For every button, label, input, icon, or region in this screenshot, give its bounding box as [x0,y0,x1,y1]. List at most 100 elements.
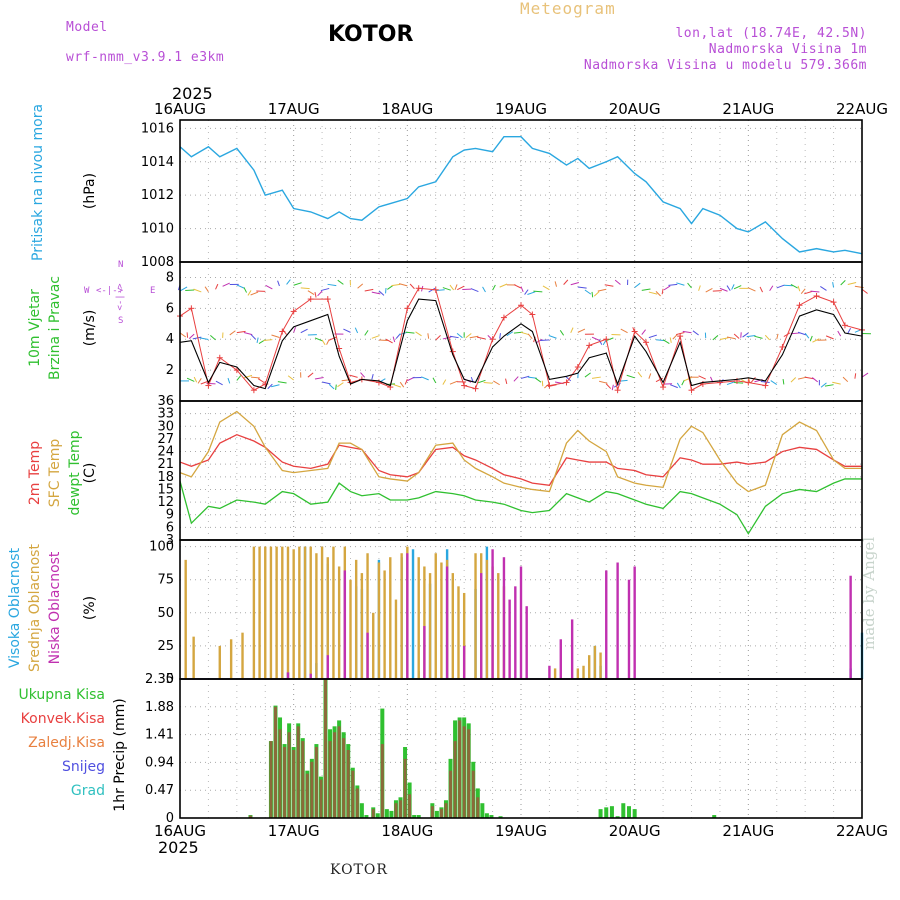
precip-bar [621,803,626,818]
wind-barb [506,331,514,337]
wind-barb [692,330,699,336]
precip-bar [458,720,462,818]
precip-legend-total: Ukupna Kisa [18,687,105,703]
wind-barb [492,284,496,291]
y-tick-label: 0 [166,811,174,826]
wind-barb [409,283,415,290]
cloud-bar [457,586,460,679]
precip-bar [453,741,457,818]
wind-barb [343,328,351,333]
wind-barb [824,384,834,387]
wind-barb [293,327,297,333]
wind-barb [371,335,380,339]
wind-barb [270,384,280,388]
precip-bar [301,741,305,818]
coords-label: lon,lat (18.74E, 42.5N) [675,26,867,41]
wind-barb [825,335,834,340]
model-altitude-label: Nadmorska Visina u modelu 579.366m [583,58,867,73]
cloud-bar [389,557,392,679]
cloud-bar [292,549,295,679]
wind-barb [371,291,381,295]
wind-barb [861,288,868,294]
cloud-bar [229,639,233,679]
cloud-bar [570,619,574,679]
wind-barb [469,335,479,339]
wind-barb [271,334,280,338]
cloud-bar [417,557,420,679]
wind-barb [527,291,536,295]
wind-barb [210,335,216,341]
cloud-bar [360,573,364,679]
wind-barb [520,331,530,336]
cloud-bar [627,579,631,679]
cloud-bar [286,546,290,679]
wind-barb [477,379,486,384]
cloud-bar [218,645,221,679]
wind-barb [731,284,735,290]
cloud-bar [309,546,312,679]
precip-bar [408,794,412,818]
wind-barb [648,291,658,295]
cloud-bar [192,636,195,679]
cloud-bar [502,557,506,679]
wind-barb [726,285,731,291]
wind-barb [378,339,388,342]
cloud-bar [326,557,329,679]
time-tick-label-bottom: 17AUG [268,822,320,840]
wind-barb [435,289,445,291]
precip-bar [471,770,475,818]
precip-bar [598,809,603,818]
wind-barb [769,285,774,292]
time-tick-label-bottom: 19AUG [495,822,547,840]
wind-barb [719,337,729,340]
cloud-bar [633,566,636,679]
precip-bar [632,809,637,818]
wind-barb [243,374,253,379]
cloud-bar [366,553,369,679]
year-bottom: 2025 [158,838,199,857]
precip-bar [394,803,398,818]
cloud-bar [406,553,409,679]
footer-city: KOTOR [330,862,388,878]
precip-bar [609,806,614,818]
y-tick-label: 4 [166,332,174,347]
wind-barb [655,291,661,297]
wind-barb [597,288,607,292]
cloud-bar [286,672,290,679]
wind-barb [250,334,256,340]
wind-barb [236,330,246,334]
wind-barb [698,375,706,380]
cloud-bar [440,562,443,679]
wind-barb [712,335,719,341]
cloud-bar [423,566,426,679]
wind-barb [790,377,797,383]
wind-barb [648,334,657,339]
wind-barb [797,285,801,292]
y-tick-label: 50 [157,606,174,621]
wind-barb [327,283,337,287]
precip-bar [444,803,448,818]
time-tick-label-bottom: 18AUG [381,822,433,840]
y-tick-label: 2 [166,363,174,378]
wind-barb [591,291,594,298]
wind-legend-east: E [150,286,156,296]
wind-barb [415,331,422,337]
cloud-bar [309,673,312,679]
cloud-bar [423,626,426,679]
cloud-bar [372,612,375,679]
wind-barb [559,330,565,336]
wind-barb [180,286,188,292]
wind-barb [405,331,415,334]
precip-bar [416,815,421,818]
wind-barb [748,287,756,292]
cloud-bar [599,652,602,679]
wind-barb [542,285,550,291]
wind-barb [499,283,508,288]
time-tick-label-top: 16AUG [154,100,206,118]
wind-barb [186,377,195,382]
wind-barb [641,329,646,335]
wind-barb [314,376,324,380]
wind-barb [790,283,798,289]
wind-barb [570,282,580,286]
